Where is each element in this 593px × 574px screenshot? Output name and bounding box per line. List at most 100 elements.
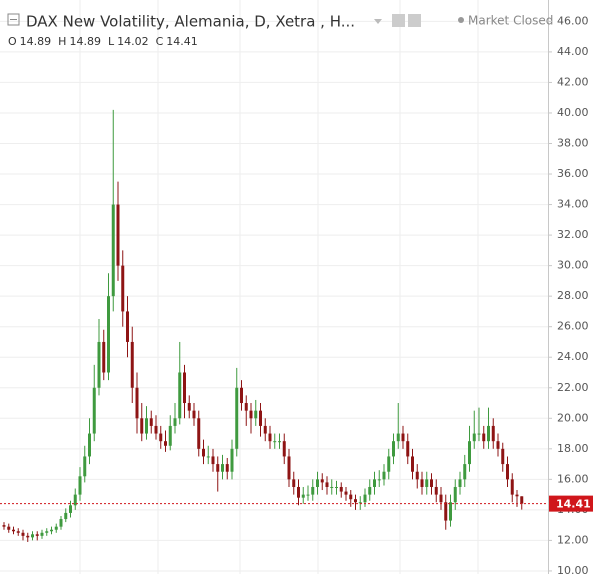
candle-body [225,464,229,472]
candle-body [83,456,87,477]
candle-body [192,410,196,419]
candle-body [491,425,495,442]
last-price-label: 14.41 [556,498,591,511]
candle-body [31,534,34,538]
candle-body [97,341,101,388]
candle-body [263,425,267,434]
ohlc-value: 14.41 [166,35,198,48]
candle-body [64,512,68,520]
candle-body [449,502,452,521]
candle-body [297,486,300,498]
candle-body [316,479,319,487]
candle-body [116,204,120,266]
last-price-badge [549,495,593,512]
y-tick-label: 34.00 [557,198,589,211]
candle-body [292,479,296,487]
ohlc-key: L [108,35,115,48]
y-tick-label: 26.00 [557,320,589,333]
y-tick-label: 36.00 [557,167,589,180]
y-tick-label: 40.00 [557,106,589,119]
candle-body [206,456,210,458]
ohlc-value: 14.02 [117,35,149,48]
candle-body [282,441,286,457]
dropdown-arrow[interactable] [374,19,382,24]
candle-body [506,464,509,480]
candle-body [268,433,272,442]
y-tick-label: 30.00 [557,259,589,272]
candle-body [382,471,386,480]
candle-body [45,531,49,533]
candle-body [368,486,372,495]
candle-body [16,531,20,533]
candle-body [425,479,429,487]
y-tick-label: 24.00 [557,350,589,363]
ohlc-key: C [156,35,164,48]
y-tick-label: 22.00 [557,381,589,394]
candle-body [358,502,362,504]
candle-body [221,464,224,472]
candle-body [301,494,305,498]
candle-body [406,441,410,457]
candle-body [26,535,30,538]
visibility-button[interactable] [392,14,405,27]
candle-body [159,433,163,442]
candle-body [453,486,457,503]
candle-body [211,456,215,465]
candle-body [126,311,129,342]
candle-body [145,418,148,434]
collapse-toggle[interactable] [7,13,20,26]
candle-body [216,464,220,472]
candle-body [396,433,400,442]
settings-button[interactable] [408,14,421,27]
candle-body [244,403,248,411]
candle-body [78,476,82,495]
candle-body [102,341,106,373]
candle-body [35,534,39,536]
grid [0,0,548,574]
candle-body [254,410,258,419]
candle-body [377,479,381,481]
candle-body [130,341,134,388]
candle-body [73,494,77,506]
candle-body [306,494,310,496]
candle-body [339,486,343,492]
candle-body [230,448,234,472]
candle-body [69,505,72,513]
candle-body [12,529,15,532]
plot-area [2,109,524,542]
candle-body [7,526,11,530]
candle-body [330,486,334,488]
candle-body [387,456,391,472]
candle-body [40,532,44,536]
y-tick-label: 20.00 [557,411,589,424]
candle-body [472,433,476,442]
candle-body [415,471,419,480]
y-tick-label: 42.00 [557,75,589,88]
candle-body [439,494,443,503]
candle-body [458,479,462,487]
candle-body [401,433,405,442]
candle-body [354,499,357,503]
candle-body [187,403,191,411]
candle-body [149,418,153,426]
ohlc-key: H [58,35,66,48]
candle-body [463,464,467,480]
candle-body [411,456,414,472]
candle-body [135,387,139,419]
candle-body [202,448,205,457]
candle-body [311,486,315,495]
candle-body [92,387,96,434]
candle-body [278,441,281,443]
y-tick-label: 32.00 [557,228,589,241]
candle-body [107,296,110,373]
candle-body [140,418,144,434]
y-tick-label: 16.00 [557,472,589,485]
y-tick-label: 46.00 [557,14,589,27]
candle-body [273,441,277,443]
candle-body [344,491,348,495]
candle-body [287,456,291,480]
candle-body [434,486,438,495]
candle-body [21,532,25,536]
candle-body [501,448,505,465]
